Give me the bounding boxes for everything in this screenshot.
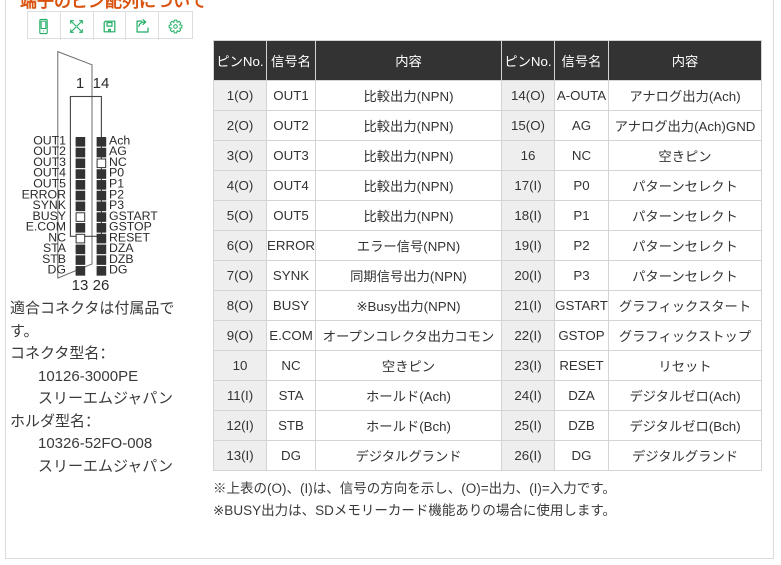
svg-text:DG: DG: [109, 263, 127, 277]
svg-text:13: 13: [72, 277, 89, 294]
svg-text:1: 1: [76, 75, 84, 92]
svg-text:14: 14: [93, 75, 110, 92]
svg-text:26: 26: [93, 277, 110, 294]
svg-text:DG: DG: [48, 263, 66, 277]
